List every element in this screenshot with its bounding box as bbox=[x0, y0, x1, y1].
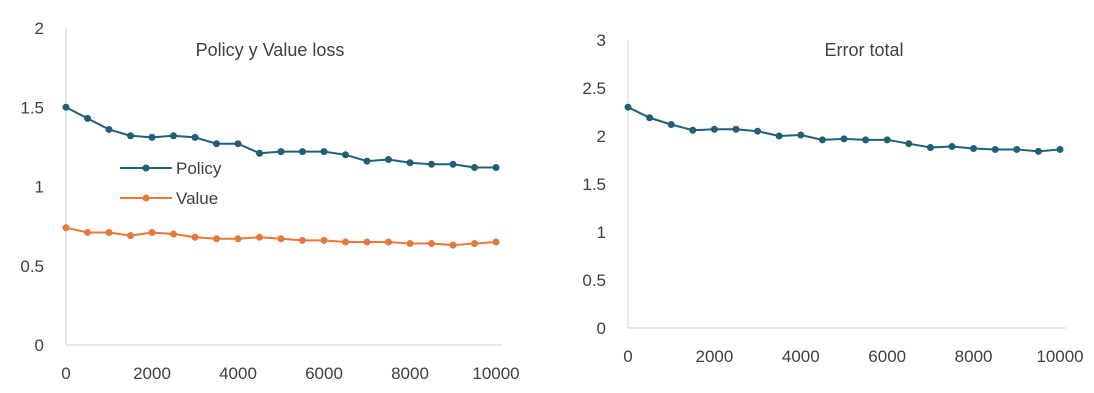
x-tick-label: 8000 bbox=[391, 364, 429, 383]
data-point bbox=[862, 136, 870, 144]
y-tick-label: 2 bbox=[597, 127, 606, 146]
data-point bbox=[646, 114, 654, 122]
x-tick-label: 10000 bbox=[1036, 347, 1083, 366]
data-point bbox=[299, 148, 306, 156]
data-point bbox=[256, 149, 263, 157]
y-tick-label: 1.5 bbox=[582, 175, 606, 194]
y-tick-label: 1 bbox=[597, 223, 606, 242]
data-point bbox=[840, 135, 848, 143]
x-tick-label: 2000 bbox=[695, 347, 733, 366]
y-tick-label: 1 bbox=[35, 178, 44, 197]
data-point bbox=[970, 144, 978, 152]
data-point bbox=[754, 127, 762, 135]
y-tick-label: 0 bbox=[35, 336, 44, 355]
y-tick-label: 0 bbox=[597, 319, 606, 338]
data-point bbox=[256, 233, 263, 241]
total-error-plot: 0 0.5 1 1.5 2 2.5 3 0 2000 4000 6000 8000 10000 Error… bbox=[582, 31, 1083, 366]
data-point bbox=[775, 132, 783, 140]
data-point bbox=[667, 120, 675, 128]
x-tick-label: 2000 bbox=[133, 364, 171, 383]
data-point bbox=[148, 133, 156, 141]
data-point bbox=[991, 145, 999, 153]
data-point bbox=[710, 125, 718, 133]
data-point bbox=[492, 163, 500, 171]
data-point bbox=[797, 131, 805, 139]
data-point bbox=[105, 228, 113, 236]
legend-label: Value bbox=[176, 189, 218, 208]
data-point bbox=[84, 114, 91, 122]
x-tick-label: 0 bbox=[623, 347, 632, 366]
data-point bbox=[342, 238, 349, 246]
data-point bbox=[277, 148, 285, 156]
data-point bbox=[127, 232, 134, 240]
data-point bbox=[105, 125, 113, 133]
data-point bbox=[406, 240, 414, 248]
data-point bbox=[428, 240, 435, 248]
data-point bbox=[926, 144, 934, 152]
x-tick-label: 4000 bbox=[219, 364, 257, 383]
data-point bbox=[213, 140, 220, 148]
data-point bbox=[883, 136, 891, 144]
data-point bbox=[1056, 145, 1064, 153]
data-point bbox=[385, 156, 392, 164]
data-point bbox=[385, 238, 392, 246]
data-point bbox=[492, 238, 500, 246]
x-tick-label: 10000 bbox=[472, 364, 519, 383]
y-tick-label: 3 bbox=[597, 31, 606, 50]
data-point bbox=[127, 132, 134, 140]
x-tick-label: 4000 bbox=[782, 347, 820, 366]
data-point bbox=[1034, 147, 1042, 155]
legend-label: Policy bbox=[176, 159, 222, 178]
data-point bbox=[62, 103, 70, 111]
data-point bbox=[689, 126, 697, 134]
y-tick-label: 2.5 bbox=[582, 79, 606, 98]
x-tick-label: 0 bbox=[61, 364, 70, 383]
data-point bbox=[277, 235, 285, 243]
data-point bbox=[406, 159, 414, 167]
data-point bbox=[342, 151, 349, 159]
policy-value-loss-chart: 0 0.5 1 1.5 2 0 2000 4000 6000 8000 10000 Policy y … bbox=[0, 0, 540, 388]
data-point bbox=[905, 140, 913, 148]
data-point bbox=[732, 125, 740, 133]
x-tick-label: 8000 bbox=[955, 347, 993, 366]
data-point bbox=[948, 143, 956, 151]
data-point bbox=[234, 235, 242, 243]
data-point bbox=[449, 241, 457, 249]
y-tick-label: 1.5 bbox=[20, 98, 44, 117]
data-point bbox=[191, 133, 199, 141]
data-point bbox=[62, 224, 70, 232]
data-point bbox=[170, 230, 177, 238]
data-point bbox=[234, 140, 242, 148]
data-point bbox=[449, 160, 457, 168]
x-tick-label: 6000 bbox=[868, 347, 906, 366]
chart-title: Error total bbox=[824, 40, 903, 60]
data-point bbox=[84, 228, 91, 236]
total-error-chart: 0 0.5 1 1.5 2 2.5 3 0 2000 4000 6000 8000 10000 Error… bbox=[560, 0, 1094, 388]
data-point bbox=[428, 160, 435, 168]
data-point bbox=[1013, 145, 1021, 153]
data-point bbox=[148, 228, 156, 236]
chart-title: Policy y Value loss bbox=[196, 40, 345, 60]
data-point bbox=[624, 103, 632, 111]
data-point bbox=[213, 235, 220, 243]
y-tick-label: 0.5 bbox=[20, 257, 44, 276]
legend-marker bbox=[142, 164, 150, 172]
data-point bbox=[363, 157, 371, 165]
data-point bbox=[471, 163, 478, 171]
data-point bbox=[320, 236, 328, 244]
data-point bbox=[191, 233, 199, 241]
data-point bbox=[471, 240, 478, 248]
x-tick-label: 6000 bbox=[305, 364, 343, 383]
data-point bbox=[818, 136, 826, 144]
y-tick-label: 2 bbox=[35, 19, 44, 38]
data-point bbox=[170, 132, 177, 140]
data-point bbox=[299, 236, 306, 244]
data-point bbox=[320, 148, 328, 156]
y-tick-label: 0.5 bbox=[582, 271, 606, 290]
data-point bbox=[363, 238, 371, 246]
policy-value-loss-plot: 0 0.5 1 1.5 2 0 2000 4000 6000 8000 10000 Policy y … bbox=[20, 19, 519, 383]
legend-marker bbox=[142, 194, 150, 202]
